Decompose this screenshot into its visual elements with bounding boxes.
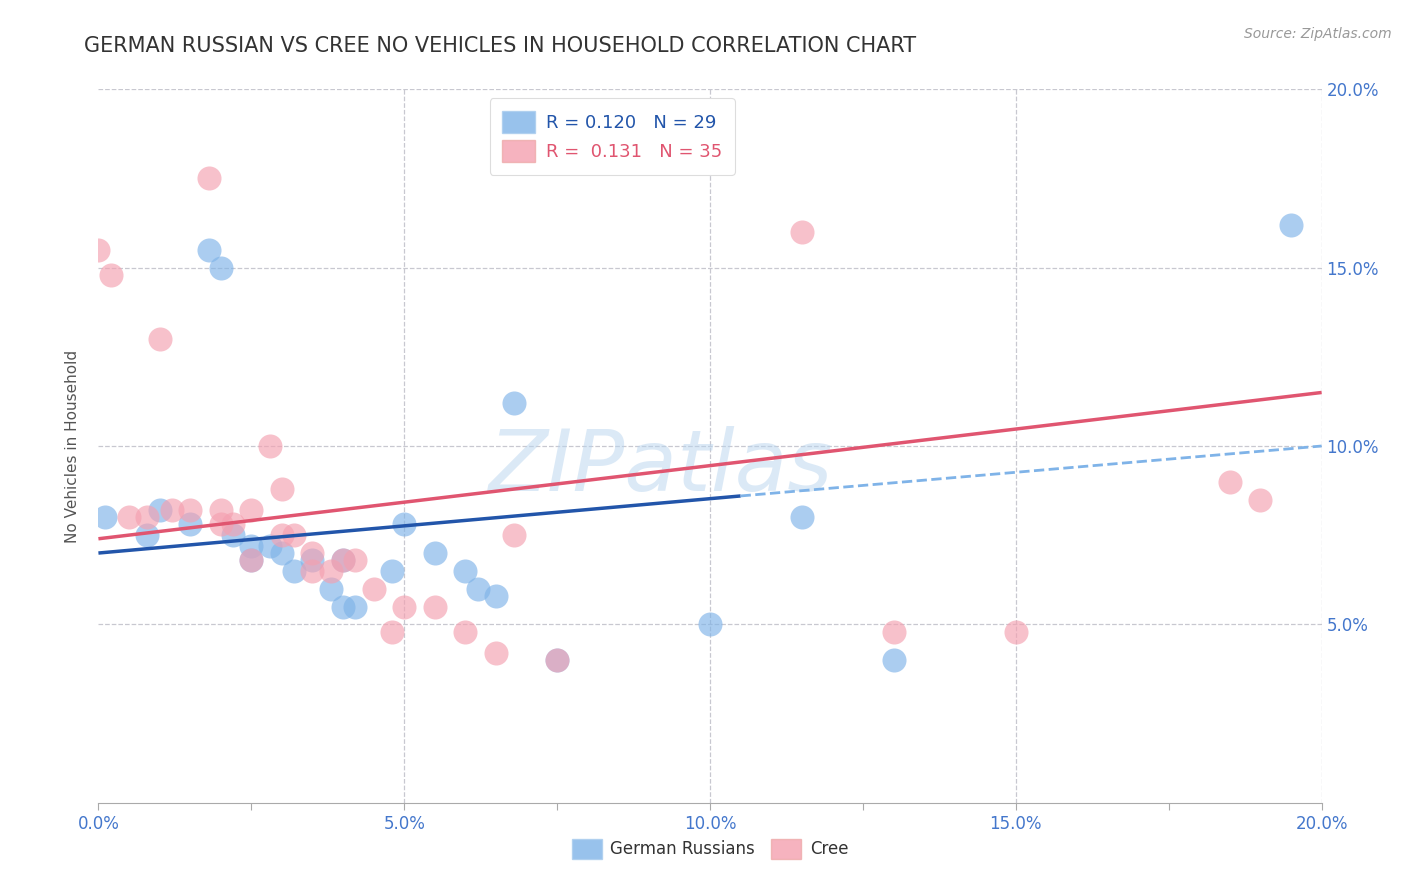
Point: [503, 528, 526, 542]
Point: [319, 582, 342, 596]
Point: [332, 553, 354, 567]
Text: Source: ZipAtlas.com: Source: ZipAtlas.com: [1244, 27, 1392, 41]
Point: [283, 564, 305, 578]
Point: [179, 503, 201, 517]
Text: GERMAN RUSSIAN VS CREE NO VEHICLES IN HOUSEHOLD CORRELATION CHART: GERMAN RUSSIAN VS CREE NO VEHICLES IN HO…: [84, 36, 917, 55]
Point: [454, 624, 477, 639]
Point: [209, 517, 232, 532]
Point: [699, 617, 721, 632]
Y-axis label: No Vehicles in Household: No Vehicles in Household: [65, 350, 80, 542]
Point: [160, 503, 183, 517]
Point: [136, 510, 159, 524]
Point: [179, 517, 201, 532]
Point: [209, 260, 232, 275]
Point: [423, 599, 446, 614]
Text: ZIPatlas: ZIPatlas: [489, 425, 834, 509]
Point: [790, 510, 813, 524]
Point: [197, 243, 219, 257]
Point: [485, 589, 508, 603]
Point: [454, 564, 477, 578]
Point: [100, 268, 122, 282]
Point: [240, 553, 263, 567]
Point: [485, 646, 508, 660]
Point: [332, 599, 354, 614]
Point: [1219, 475, 1241, 489]
Point: [270, 528, 292, 542]
Legend: German Russians, Cree: German Russians, Cree: [565, 832, 855, 866]
Point: [240, 539, 263, 553]
Point: [503, 396, 526, 410]
Point: [392, 517, 416, 532]
Point: [546, 653, 568, 667]
Point: [344, 553, 367, 567]
Point: [1249, 492, 1271, 507]
Point: [301, 553, 323, 567]
Point: [209, 503, 232, 517]
Point: [270, 546, 292, 560]
Point: [467, 582, 489, 596]
Point: [197, 171, 219, 186]
Point: [381, 564, 404, 578]
Point: [136, 528, 159, 542]
Point: [1004, 624, 1026, 639]
Point: [222, 517, 245, 532]
Point: [423, 546, 446, 560]
Point: [270, 482, 292, 496]
Point: [790, 225, 813, 239]
Point: [301, 546, 323, 560]
Point: [546, 653, 568, 667]
Point: [240, 553, 263, 567]
Point: [883, 653, 905, 667]
Point: [392, 599, 416, 614]
Point: [332, 553, 354, 567]
Point: [222, 528, 245, 542]
Point: [87, 243, 110, 257]
Point: [381, 624, 404, 639]
Point: [149, 332, 172, 346]
Point: [149, 503, 172, 517]
Point: [118, 510, 141, 524]
Point: [240, 503, 263, 517]
Point: [283, 528, 305, 542]
Point: [259, 439, 281, 453]
Point: [93, 510, 115, 524]
Point: [883, 624, 905, 639]
Point: [344, 599, 367, 614]
Point: [363, 582, 385, 596]
Point: [319, 564, 342, 578]
Point: [259, 539, 281, 553]
Point: [301, 564, 323, 578]
Point: [1279, 218, 1302, 232]
